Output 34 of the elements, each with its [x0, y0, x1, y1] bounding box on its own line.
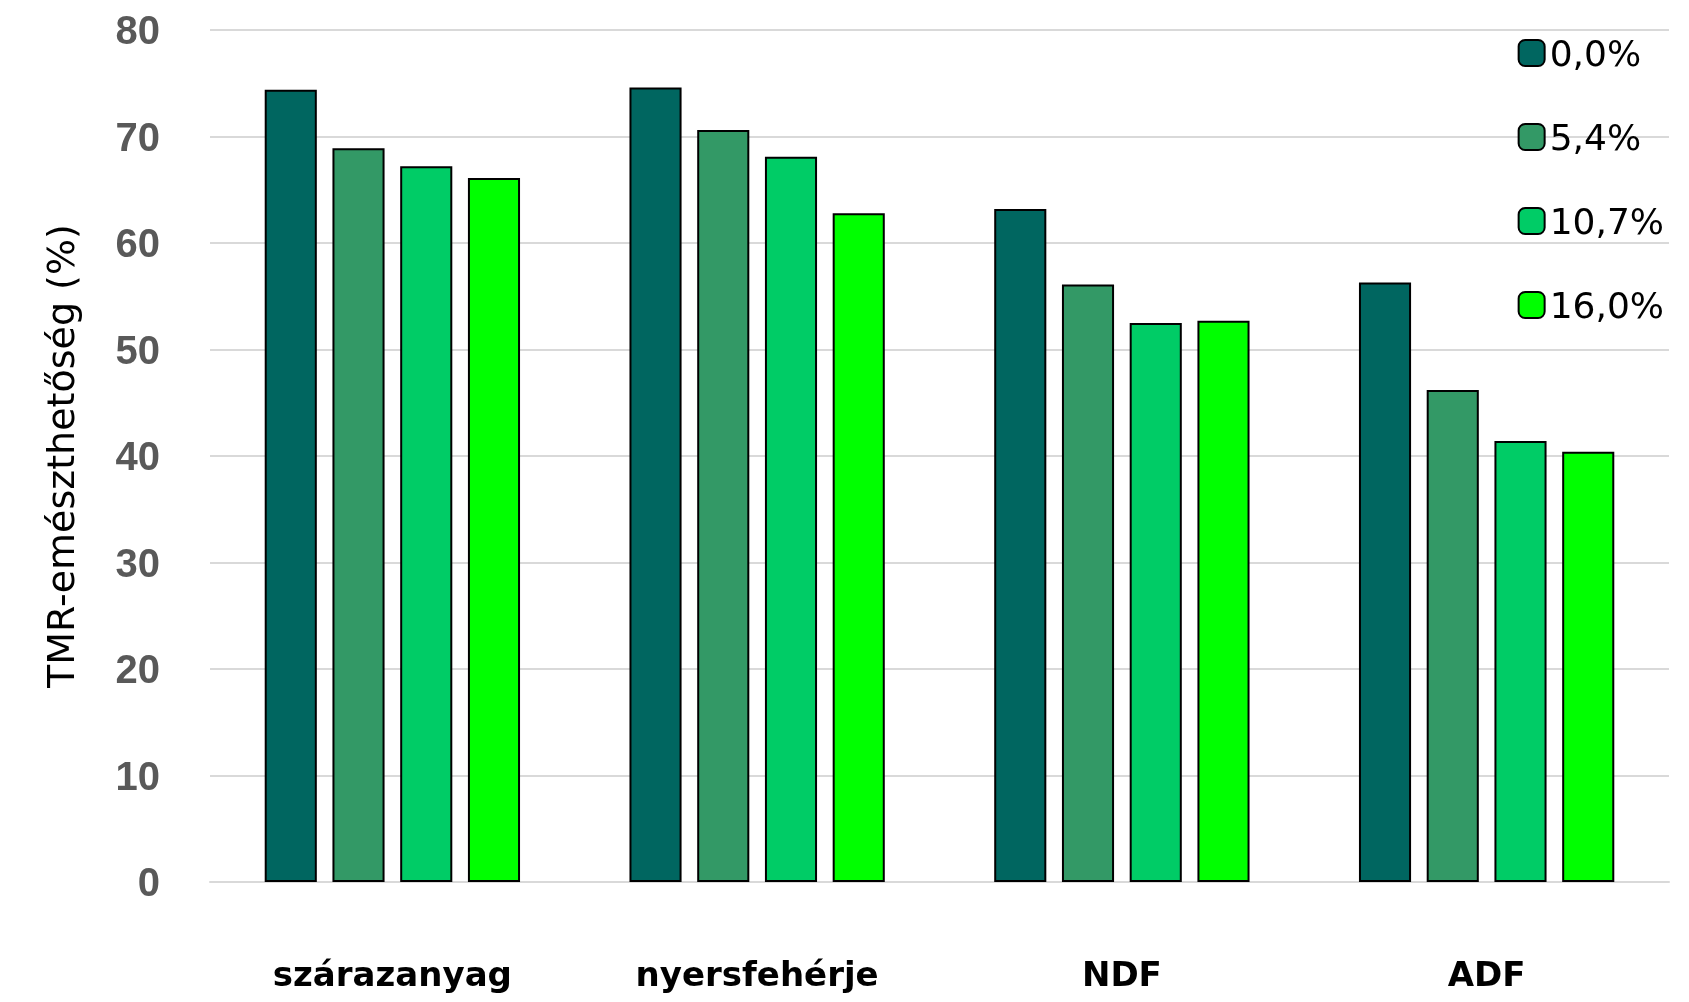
bar [994, 208, 1047, 882]
x-tick-label: nyersfehérje [635, 954, 879, 994]
legend-label: 0,0% [1549, 32, 1642, 74]
y-axis-title: TMR-emészthetőség (%) [39, 224, 83, 689]
y-tick-label: 0 [137, 860, 160, 904]
bar [1562, 451, 1615, 882]
bar [332, 148, 385, 882]
bar [629, 87, 682, 882]
legend-label: 5,4% [1549, 116, 1642, 158]
bar [400, 166, 453, 882]
bar [264, 89, 317, 882]
bar [1197, 320, 1250, 882]
y-tick-label: 30 [115, 540, 160, 585]
bar [832, 213, 885, 882]
y-tick-label: 70 [115, 114, 160, 159]
legend-label: 16,0% [1549, 284, 1665, 326]
x-tick-label: szárazanyag [272, 954, 512, 994]
bar [1494, 441, 1547, 882]
y-tick-label: 10 [115, 753, 160, 798]
bar [1358, 282, 1412, 882]
x-tick-label: ADF [1447, 954, 1526, 994]
y-tick-label: 20 [115, 647, 160, 691]
y-tick-label: 50 [115, 327, 160, 372]
y-tick-label: 60 [115, 221, 160, 265]
bar [1061, 284, 1115, 882]
bar [1129, 322, 1182, 882]
bar [467, 178, 521, 882]
bar [697, 130, 750, 882]
x-tick-label: NDF [1081, 954, 1162, 994]
bar [764, 156, 818, 882]
y-tick-label: 80 [115, 8, 160, 52]
bar [1426, 389, 1479, 882]
legend-label: 10,7% [1549, 200, 1665, 242]
y-tick-label: 40 [115, 434, 160, 478]
